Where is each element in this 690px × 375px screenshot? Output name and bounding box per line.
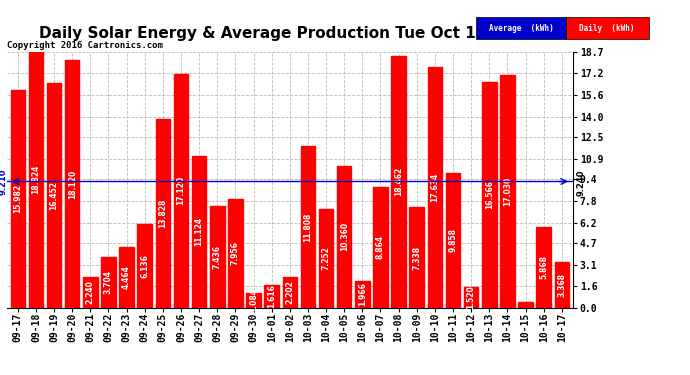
Text: 11.124: 11.124 [195, 217, 204, 246]
Text: 7.338: 7.338 [412, 245, 421, 270]
Text: 2.202: 2.202 [285, 280, 295, 304]
Bar [536, 228, 551, 308]
Bar [464, 287, 478, 308]
Bar [518, 302, 533, 307]
Text: 18.824: 18.824 [32, 165, 41, 194]
Text: 1.616: 1.616 [267, 285, 276, 308]
Bar [29, 51, 43, 308]
Text: 6.136: 6.136 [140, 254, 149, 278]
Text: 9.240: 9.240 [577, 170, 586, 196]
Bar [246, 293, 261, 308]
Text: Copyright 2016 Cartronics.com: Copyright 2016 Cartronics.com [7, 41, 163, 50]
Text: 15.982: 15.982 [13, 184, 22, 213]
Text: 1.520: 1.520 [466, 285, 475, 309]
Bar [101, 257, 116, 307]
Text: 17.634: 17.634 [431, 172, 440, 202]
Text: 4.464: 4.464 [122, 265, 131, 289]
Bar [83, 277, 97, 308]
Bar [428, 67, 442, 308]
Text: 7.956: 7.956 [231, 242, 240, 265]
Text: 18.120: 18.120 [68, 170, 77, 199]
Bar [373, 187, 388, 308]
Bar [156, 119, 170, 308]
Text: 7.436: 7.436 [213, 245, 221, 269]
Text: 1.084: 1.084 [249, 288, 258, 312]
Text: 9.210: 9.210 [0, 168, 8, 195]
Text: 3.704: 3.704 [104, 270, 113, 294]
Text: 9.858: 9.858 [448, 228, 457, 252]
Bar [391, 56, 406, 308]
Text: 10.360: 10.360 [339, 222, 348, 251]
Text: 17.120: 17.120 [177, 176, 186, 206]
Bar [210, 206, 224, 308]
Bar [192, 156, 206, 308]
Text: Average  (kWh): Average (kWh) [489, 24, 553, 33]
Bar [47, 83, 61, 308]
Text: 7.252: 7.252 [322, 246, 331, 270]
Bar [65, 60, 79, 308]
Text: 18.462: 18.462 [394, 167, 403, 196]
Bar [301, 147, 315, 308]
Text: 16.566: 16.566 [485, 180, 494, 209]
Text: 1.966: 1.966 [358, 282, 367, 306]
Text: 8.864: 8.864 [376, 235, 385, 259]
Text: 5.868: 5.868 [539, 255, 548, 279]
Text: 16.452: 16.452 [50, 181, 59, 210]
Bar [319, 209, 333, 308]
Bar [119, 247, 134, 308]
Bar [482, 82, 497, 308]
Bar [264, 285, 279, 308]
Bar [355, 281, 370, 308]
Text: 2.240: 2.240 [86, 280, 95, 304]
Bar [174, 74, 188, 308]
Bar [555, 262, 569, 308]
Bar [282, 278, 297, 308]
Text: 3.368: 3.368 [558, 273, 566, 297]
Text: 13.828: 13.828 [159, 198, 168, 228]
Bar [10, 90, 25, 308]
Text: Daily  (kWh): Daily (kWh) [580, 24, 635, 33]
Bar [228, 199, 243, 308]
Text: 17.030: 17.030 [503, 177, 512, 206]
Bar [446, 173, 460, 308]
Bar [409, 207, 424, 308]
Text: 11.808: 11.808 [304, 212, 313, 242]
Text: Daily Solar Energy & Average Production Tue Oct 18 18:05: Daily Solar Energy & Average Production … [39, 26, 540, 41]
Bar [137, 224, 152, 308]
Bar [337, 166, 351, 308]
Bar [500, 75, 515, 308]
